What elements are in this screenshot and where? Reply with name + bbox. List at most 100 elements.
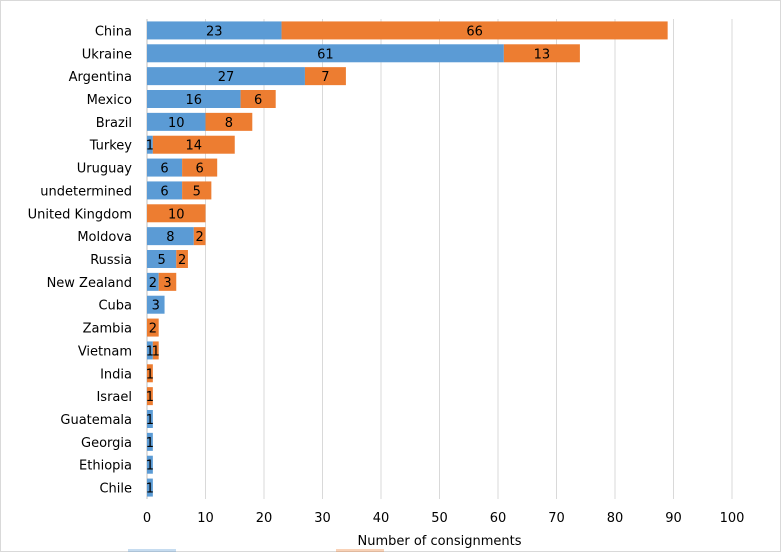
bar-value-label: 2 [196,230,204,245]
bar-segment-series-2 [193,227,206,246]
category-label: Zambia [83,322,132,337]
category-label: Georgia [81,436,132,451]
x-tick-label: 90 [665,511,682,526]
category-label: Israel [96,390,132,405]
x-tick-label: 70 [548,511,565,526]
x-tick-label: 100 [720,511,745,526]
bar-value-label: 61 [317,47,334,62]
bar-value-label: 2 [149,322,157,337]
bar-segment-series-1 [147,227,194,246]
bar-value-label: 6 [160,184,168,199]
category-label: India [100,367,132,382]
bar-value-label: 1 [146,459,154,474]
bar-value-label: 1 [146,344,154,359]
bar-value-label: 5 [157,253,165,268]
x-tick-label: 50 [431,511,448,526]
bar-value-label: 7 [321,70,329,85]
bar-segment-series-2 [304,67,346,86]
bar-segment-series-2 [182,181,212,200]
bar-segment-series-2 [147,204,206,223]
x-axis-title: Number of consignments [357,534,521,549]
bar-value-label: 66 [466,24,483,39]
bar-segment-series-1 [147,455,153,474]
x-tick-labels: 0 10 20 30 40 50 60 70 80 90 100 [143,511,745,526]
bar-value-label: 13 [534,47,551,62]
bar-segment-series-1 [147,135,153,154]
bar-value-label: 1 [146,367,154,382]
category-label: Mexico [87,93,132,108]
category-label: Brazil [96,116,132,131]
bar-segment-series-2 [281,21,668,40]
x-tick-label: 80 [607,511,624,526]
category-label: United Kingdom [28,207,132,222]
category-label: Chile [99,482,132,497]
x-tick-label: 30 [314,511,331,526]
bar-value-label: 6 [196,162,204,177]
bar-value-label: 8 [166,230,174,245]
category-label: Moldova [77,230,132,245]
bar-segment-series-1 [147,181,183,200]
bar-value-label: 6 [254,93,262,108]
bar-value-label: 1 [152,344,160,359]
bar-segment-series-2 [147,364,153,383]
bar-segment-series-2 [240,90,276,108]
bar-value-label: 2 [149,276,157,291]
bar-segment-series-2 [503,44,580,63]
category-label: Cuba [98,299,132,314]
category-label: Russia [90,253,132,268]
category-label: New Zealand [47,276,132,291]
category-labels: China Ukraine Argentina Mexico Brazil Turkey U… [28,24,133,496]
bar-segment-series-1 [147,295,165,314]
bar-segment-series-1 [147,67,305,86]
bar-value-label: 6 [160,162,168,177]
bar-segment-series-2 [158,272,177,291]
bar-value-label: 5 [193,184,201,199]
bar-segment-series-1 [147,432,153,451]
bar-segment-series-1 [147,112,206,131]
bar-value-label: 1 [146,436,154,451]
category-label: Uruguay [77,162,133,177]
bar-value-label: 16 [186,93,203,108]
category-label: undetermined [40,184,132,199]
bar-value-label: 14 [186,139,203,154]
category-label: Vietnam [78,344,132,359]
bar-segment-series-2 [152,341,159,360]
bar-segment-series-1 [147,478,153,497]
bar-segment-series-1 [147,90,241,108]
bar-segment-series-2 [152,135,235,154]
bar-segment-series-1 [147,272,159,291]
bar-segment-series-2 [147,387,153,406]
legend-swatch-series-2 [336,549,384,552]
x-tick-label: 60 [490,511,507,526]
bar-segment-series-1 [147,341,153,360]
x-tick-label: 0 [143,511,151,526]
bar-value-label: 23 [206,24,223,39]
bar-value-label: 2 [178,253,186,268]
bar-segment-series-1 [147,21,282,40]
bar-value-label: 1 [146,413,154,428]
bar-segment-series-1 [147,158,183,177]
bar-value-label: 8 [225,116,233,131]
bar-segment-series-2 [182,158,218,177]
legend-swatch-series-1 [128,549,176,552]
bar-segment-series-1 [147,410,153,428]
category-label: Guatemala [60,413,132,428]
bar-value-label: 10 [168,116,185,131]
category-label: Turkey [89,139,133,154]
x-tick-label: 10 [197,511,214,526]
bar-value-label: 1 [146,139,154,154]
x-tick-label: 40 [373,511,390,526]
x-tick-label: 20 [256,511,273,526]
category-label: Ethiopia [79,459,132,474]
category-label: China [95,24,132,39]
category-label: Argentina [69,70,132,85]
bar-segment-series-2 [147,318,159,337]
bar-value-label: 3 [163,276,171,291]
bar-value-label: 10 [168,207,185,222]
bar-value-label: 27 [218,70,235,85]
bar-segment-series-2 [205,112,253,131]
bar-value-label: 1 [146,390,154,405]
